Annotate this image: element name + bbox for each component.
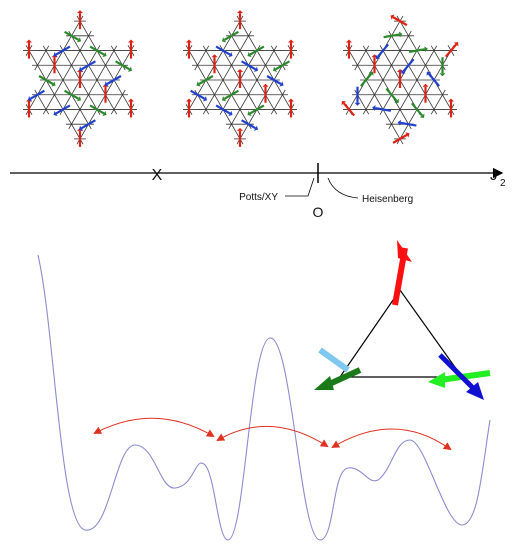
spin-arrowhead <box>372 105 375 111</box>
spin-arrow <box>401 123 417 126</box>
spin-arrowhead <box>288 40 294 43</box>
lattice-bond <box>431 90 445 114</box>
spin-triangle <box>314 240 490 400</box>
spin-arrowhead <box>128 40 134 43</box>
lattice-bond <box>195 46 209 70</box>
spin-arrow <box>384 34 400 37</box>
lattice-bond <box>35 90 49 114</box>
potts-pointer <box>285 178 314 196</box>
kagome-lattices <box>23 10 458 147</box>
spin-arrowhead <box>399 31 402 37</box>
potts-label: Potts/XY <box>239 192 278 203</box>
spin-arrowhead <box>424 46 427 52</box>
tunneling-arrows <box>95 418 450 449</box>
spin-arrowhead <box>237 69 243 72</box>
spin-arrowhead <box>398 120 401 126</box>
spin-arrowhead <box>237 10 243 13</box>
kagome-lattice <box>23 10 137 147</box>
lattice-bond <box>271 90 285 114</box>
lattice-bond <box>355 46 369 70</box>
heisenberg-label: Heisenberg <box>362 194 413 205</box>
spin-arrowhead <box>26 40 32 43</box>
spin-arrowhead <box>355 103 361 106</box>
j-label: J <box>490 167 498 184</box>
kagome-lattice <box>183 10 297 147</box>
spin-arrowhead <box>288 98 294 101</box>
spin-arrowhead <box>346 40 352 43</box>
spin-arrowhead <box>128 98 134 101</box>
kagome-lattice <box>342 15 459 145</box>
spin-arrowhead <box>186 40 192 43</box>
spin-arrowhead <box>263 84 269 87</box>
lattice-bond <box>111 90 125 114</box>
spin-arrowhead <box>212 54 218 57</box>
spin-arrowhead <box>237 128 243 131</box>
j-subscript: 2 <box>500 178 506 189</box>
spin-arrowhead <box>77 10 83 13</box>
lattice-bond <box>35 46 49 70</box>
x-label: X <box>152 167 163 184</box>
spin-arrowhead <box>423 84 429 87</box>
heisenberg-pointer <box>328 178 358 198</box>
spin-arrowhead <box>440 73 446 76</box>
figure: X J 2 Potts/XY Heisenberg O <box>0 0 516 546</box>
lattice-bond <box>271 46 285 70</box>
spin-arrow <box>375 108 391 111</box>
origin-label: O <box>313 204 324 220</box>
energy-landscape <box>38 255 490 540</box>
spin-arrowhead <box>448 98 454 101</box>
spin-arrow <box>409 49 425 52</box>
spin-arrowhead <box>186 98 192 101</box>
